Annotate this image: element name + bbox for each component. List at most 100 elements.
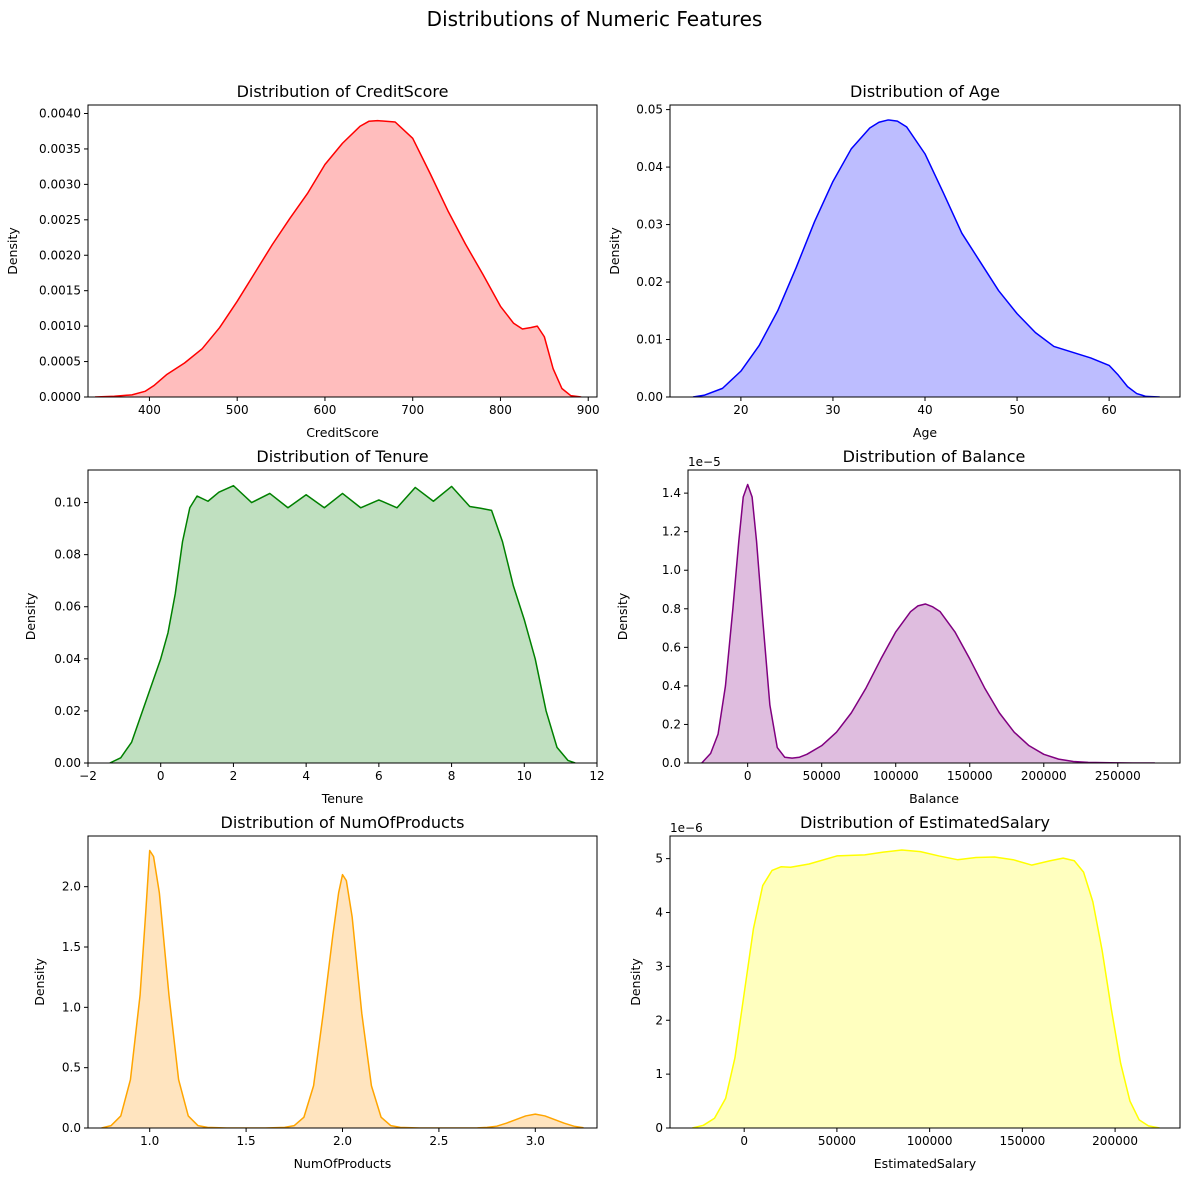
- x-axis-label: Tenure: [321, 791, 364, 806]
- x-axis-label: Balance: [909, 791, 959, 806]
- x-axis-label: Age: [913, 425, 937, 440]
- x-tick-label: 0: [744, 769, 752, 783]
- x-tick-label: 2.0: [333, 1134, 352, 1148]
- y-tick-label: 2.0: [62, 880, 81, 894]
- density-area: [95, 120, 582, 397]
- y-tick-label: 0.02: [54, 704, 81, 718]
- x-tick-label: 700: [401, 403, 424, 417]
- y-tick-label: 0.0020: [39, 248, 81, 262]
- y-tick-label: 0.0040: [39, 107, 81, 121]
- x-axis-label: EstimatedSalary: [874, 1156, 977, 1171]
- y-axis-label: Density: [23, 592, 38, 640]
- y-tick-label: 0.03: [636, 218, 663, 232]
- x-tick-label: 8: [448, 769, 456, 783]
- x-tick-label: 250000: [1095, 769, 1141, 783]
- subplot-title: Distribution of Tenure: [256, 447, 428, 466]
- x-tick-label: 900: [577, 403, 600, 417]
- x-tick-label: 1.5: [237, 1134, 256, 1148]
- y-tick-label: 0.06: [54, 600, 81, 614]
- density-line: [101, 849, 584, 1128]
- y-tick-label: 0.0010: [39, 319, 81, 333]
- x-tick-label: 60: [1101, 403, 1116, 417]
- subplot-1: Distribution of CreditScore 400 500 600 700 8…: [5, 82, 600, 440]
- density-area: [101, 850, 584, 1128]
- x-tick-label: 20: [733, 403, 748, 417]
- x-tick-label: −2: [79, 769, 97, 783]
- y-tick-label: 0.4: [662, 679, 681, 693]
- y-offset-text: 1e−6: [670, 821, 703, 835]
- subplot-3: Distribution of Tenure −2 0 2 4 6 8 10 12 0.00 0.0…: [23, 447, 605, 806]
- x-tick-label: 2: [230, 769, 238, 783]
- y-tick-label: 2: [655, 1013, 663, 1027]
- y-tick-label: 0.01: [636, 333, 663, 347]
- y-tick-label: 0.6: [662, 640, 681, 654]
- subplot-5: Distribution of NumOfProducts 1.0 1.5 2.0 2.…: [32, 813, 598, 1171]
- x-tick-label: 50: [1009, 403, 1024, 417]
- subplot-title: Distribution of EstimatedSalary: [800, 813, 1050, 832]
- x-tick-label: 6: [375, 769, 383, 783]
- y-tick-label: 0.08: [54, 548, 81, 562]
- subplot-title: Distribution of NumOfProducts: [221, 813, 465, 832]
- x-tick-label: 100000: [873, 769, 919, 783]
- subplot-title: Distribution of Balance: [843, 447, 1026, 466]
- y-tick-label: 0.05: [636, 103, 663, 117]
- x-tick-label: 100000: [907, 1134, 953, 1148]
- y-tick-label: 0.5: [62, 1061, 81, 1075]
- figure-title: Distributions of Numeric Features: [427, 7, 763, 31]
- x-tick-label: 0: [740, 1134, 748, 1148]
- x-tick-label: 30: [825, 403, 840, 417]
- y-tick-label: 0.10: [54, 496, 81, 510]
- y-tick-label: 0.02: [636, 275, 663, 289]
- y-axis-label: Density: [628, 958, 643, 1006]
- y-tick-label: 0.2: [662, 717, 681, 731]
- y-tick-label: 1: [655, 1067, 663, 1081]
- y-tick-label: 1.5: [62, 940, 81, 954]
- x-tick-label: 200000: [1092, 1134, 1138, 1148]
- y-tick-label: 0.0030: [39, 177, 81, 191]
- x-tick-label: 3.0: [526, 1134, 545, 1148]
- x-tick-label: 500: [226, 403, 249, 417]
- y-tick-label: 0.0035: [39, 142, 81, 156]
- y-tick-label: 1.0: [662, 563, 681, 577]
- subplot-4: Distribution of Balance 0 50000 100000 15000…: [615, 447, 1181, 806]
- x-tick-label: 600: [313, 403, 336, 417]
- x-tick-label: 400: [138, 403, 161, 417]
- y-tick-label: 0.0: [662, 756, 681, 770]
- y-tick-label: 0.0: [62, 1121, 81, 1135]
- y-tick-label: 0.04: [54, 652, 81, 666]
- y-tick-label: 1.0: [62, 1000, 81, 1014]
- y-tick-label: 4: [655, 906, 663, 920]
- x-tick-label: 2.5: [429, 1134, 448, 1148]
- density-line: [692, 849, 1160, 1128]
- y-tick-label: 0.0000: [39, 390, 81, 404]
- x-tick-label: 4: [302, 769, 310, 783]
- x-tick-label: 0: [157, 769, 165, 783]
- x-tick-label: 800: [489, 403, 512, 417]
- y-tick-label: 0.00: [636, 390, 663, 404]
- axes-frame: [669, 835, 1181, 1129]
- axes-frame: [87, 104, 598, 398]
- y-tick-label: 0.0005: [39, 355, 81, 369]
- x-tick-label: 12: [589, 769, 604, 783]
- x-axis-label: NumOfProducts: [294, 1156, 392, 1171]
- y-tick-label: 1.2: [662, 525, 681, 539]
- y-axis-label: Density: [615, 592, 630, 640]
- density-area: [109, 485, 576, 763]
- y-tick-label: 5: [655, 852, 663, 866]
- y-axis-label: Density: [5, 227, 20, 275]
- subplot-title: Distribution of CreditScore: [237, 82, 449, 101]
- y-axis-label: Density: [32, 958, 47, 1006]
- subplot-6: Distribution of EstimatedSalary 0 50000 100…: [628, 813, 1181, 1171]
- x-tick-label: 10: [517, 769, 532, 783]
- y-offset-text: 1e−5: [688, 455, 721, 469]
- x-tick-label: 150000: [947, 769, 993, 783]
- y-tick-label: 0.04: [636, 160, 663, 174]
- density-line: [109, 484, 576, 763]
- y-tick-label: 0.00: [54, 756, 81, 770]
- x-tick-label: 40: [917, 403, 932, 417]
- density-line: [701, 483, 1155, 763]
- y-tick-label: 1.4: [662, 486, 681, 500]
- x-tick-label: 50000: [803, 769, 841, 783]
